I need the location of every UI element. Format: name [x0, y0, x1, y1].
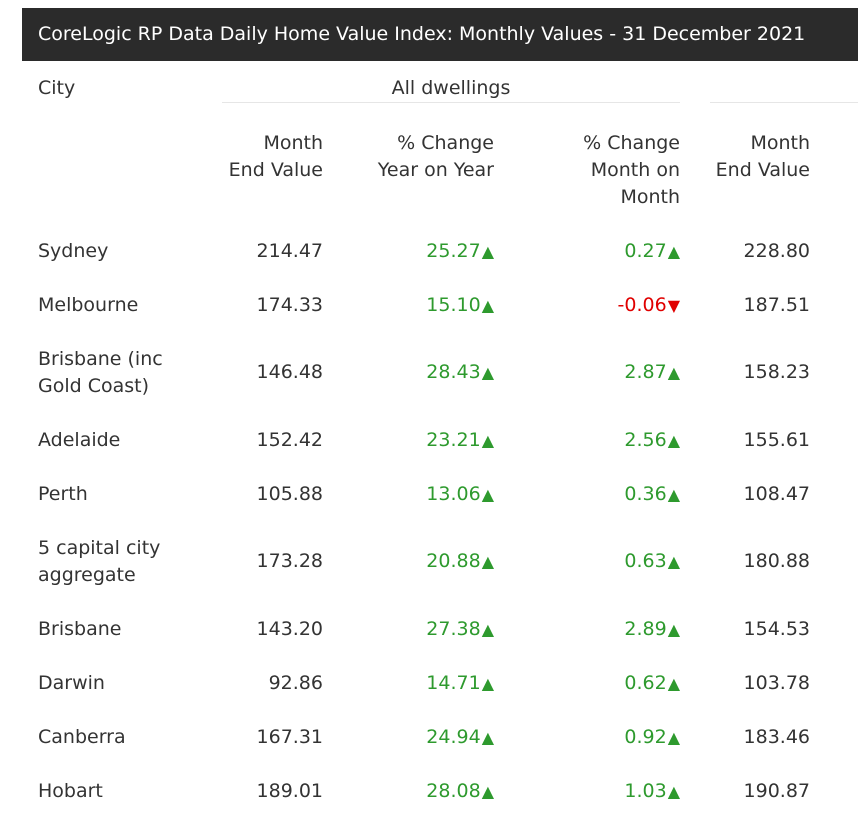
- header-group-all-dwellings: All dwellings: [391, 77, 511, 99]
- yoy-change-cell: 15.10▲: [426, 294, 494, 316]
- up-triangle-icon: ▲: [667, 552, 680, 571]
- up-triangle-icon: ▲: [667, 674, 680, 693]
- col4-value-cell: 155.61: [743, 429, 810, 451]
- mom-change-cell: 2.89▲: [624, 618, 680, 640]
- group-underline: [222, 102, 680, 103]
- up-triangle-icon: ▲: [481, 728, 494, 747]
- month-end-value-cell: 174.33: [256, 294, 323, 316]
- header-city: City: [38, 77, 76, 99]
- yoy-change-cell: 28.08▲: [426, 780, 494, 802]
- yoy-change-cell: 13.06▲: [426, 483, 494, 505]
- up-triangle-icon: ▲: [481, 485, 494, 504]
- up-triangle-icon: ▲: [481, 674, 494, 693]
- mom-change-cell: 0.27▲: [624, 240, 680, 262]
- up-triangle-icon: ▲: [481, 782, 494, 801]
- up-triangle-icon: ▲: [481, 296, 494, 315]
- month-end-value-cell: 214.47: [256, 240, 323, 262]
- up-triangle-icon: ▲: [667, 620, 680, 639]
- header-col4: Month End Value: [715, 132, 810, 181]
- yoy-change-cell: 23.21▲: [426, 429, 494, 451]
- up-triangle-icon: ▲: [481, 620, 494, 639]
- month-end-value-cell: 173.28: [256, 550, 323, 572]
- mom-change-cell: -0.06▼: [617, 294, 680, 316]
- city-name: Sydney: [38, 240, 109, 262]
- month-end-value-cell: 92.86: [268, 672, 323, 694]
- col4-value-cell: 183.46: [743, 726, 810, 748]
- month-end-value-cell: 146.48: [256, 361, 323, 383]
- yoy-change-cell: 28.43▲: [426, 361, 494, 383]
- up-triangle-icon: ▲: [667, 242, 680, 261]
- yoy-change-cell: 24.94▲: [426, 726, 494, 748]
- up-triangle-icon: ▲: [481, 242, 494, 261]
- col4-value-cell: 158.23: [743, 361, 810, 383]
- city-name: Brisbane: [38, 618, 122, 640]
- table-title: CoreLogic RP Data Daily Home Value Index…: [22, 8, 858, 61]
- up-triangle-icon: ▲: [667, 485, 680, 504]
- down-triangle-icon: ▼: [667, 296, 680, 315]
- header-yoy: % Change Year on Year: [377, 132, 494, 181]
- col4-value-cell: 154.53: [743, 618, 810, 640]
- col4-value-cell: 228.80: [743, 240, 810, 262]
- header-mom: % Change Month on Month: [583, 132, 680, 208]
- month-end-value-cell: 189.01: [256, 780, 323, 802]
- city-name: Melbourne: [38, 294, 139, 316]
- mom-change-cell: 1.03▲: [624, 780, 680, 802]
- city-name: 5 capital city aggregate: [38, 537, 161, 586]
- mom-change-cell: 2.56▲: [624, 429, 680, 451]
- up-triangle-icon: ▲: [667, 782, 680, 801]
- city-name: Perth: [38, 483, 88, 505]
- city-name: Adelaide: [38, 429, 121, 451]
- col4-value-cell: 190.87: [743, 780, 810, 802]
- city-name: Brisbane (inc Gold Coast): [38, 348, 163, 397]
- mom-change-cell: 0.92▲: [624, 726, 680, 748]
- mom-change-cell: 0.62▲: [624, 672, 680, 694]
- mom-change-cell: 2.87▲: [624, 361, 680, 383]
- up-triangle-icon: ▲: [667, 363, 680, 382]
- yoy-change-cell: 20.88▲: [426, 550, 494, 572]
- up-triangle-icon: ▲: [667, 431, 680, 450]
- header-month-end-value: Month End Value: [228, 132, 323, 181]
- month-end-value-cell: 152.42: [256, 429, 323, 451]
- city-name: Darwin: [38, 672, 105, 694]
- month-end-value-cell: 143.20: [256, 618, 323, 640]
- city-name: Canberra: [38, 726, 126, 748]
- month-end-value-cell: 167.31: [256, 726, 323, 748]
- yoy-change-cell: 14.71▲: [426, 672, 494, 694]
- group-underline-2: [710, 102, 858, 103]
- yoy-change-cell: 27.38▲: [426, 618, 494, 640]
- up-triangle-icon: ▲: [667, 728, 680, 747]
- col4-value-cell: 180.88: [743, 550, 810, 572]
- col4-value-cell: 103.78: [743, 672, 810, 694]
- yoy-change-cell: 25.27▲: [426, 240, 494, 262]
- up-triangle-icon: ▲: [481, 552, 494, 571]
- city-name: Hobart: [38, 780, 103, 802]
- col4-value-cell: 187.51: [743, 294, 810, 316]
- mom-change-cell: 0.63▲: [624, 550, 680, 572]
- mom-change-cell: 0.36▲: [624, 483, 680, 505]
- up-triangle-icon: ▲: [481, 363, 494, 382]
- col4-value-cell: 108.47: [743, 483, 810, 505]
- month-end-value-cell: 105.88: [256, 483, 323, 505]
- up-triangle-icon: ▲: [481, 431, 494, 450]
